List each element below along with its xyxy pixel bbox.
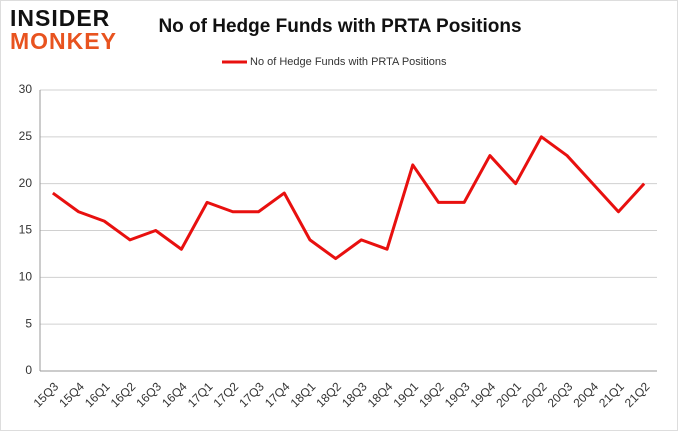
logo-line1: INSIDER (10, 5, 110, 31)
data-line (51, 135, 646, 261)
y-tick-label: 5 (25, 316, 32, 330)
chart-title: No of Hedge Funds with PRTA Positions (158, 16, 521, 37)
logo-line2: MONKEY (10, 28, 117, 54)
y-tick-label: 25 (19, 129, 33, 143)
y-tick-label: 10 (19, 270, 33, 284)
y-tick-label: 15 (19, 223, 33, 237)
y-tick-label: 0 (25, 363, 32, 377)
y-tick-label: 20 (19, 176, 33, 190)
y-tick-label: 30 (19, 82, 33, 96)
legend-label: No of Hedge Funds with PRTA Positions (250, 56, 447, 68)
